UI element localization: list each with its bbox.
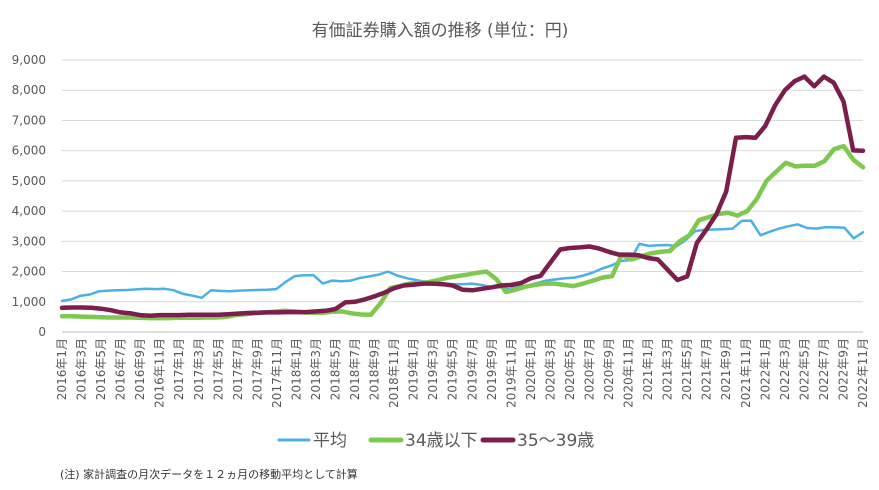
x-tick-label: 2020年5月	[563, 338, 577, 400]
x-tick-label: 2016年7月	[114, 338, 128, 400]
x-tick-label: 2017年11月	[270, 338, 284, 408]
y-tick-label: 3,000	[12, 234, 46, 248]
x-tick-label: 2022年5月	[797, 338, 811, 400]
x-tick-label: 2018年1月	[289, 338, 303, 400]
series-line	[59, 74, 866, 318]
legend-label: 34歳以下	[405, 431, 478, 451]
chart-note: (注) 家計調査の月次データを１２ヵ月の移動平均として計算	[60, 467, 358, 481]
x-tick-label: 2016年9月	[133, 338, 147, 400]
x-tick-label: 2016年11月	[153, 338, 167, 408]
x-tick-label: 2021年3月	[661, 338, 675, 400]
y-tick-label: 4,000	[12, 204, 46, 218]
y-tick-label: 7,000	[12, 113, 46, 127]
y-tick-label: 2,000	[12, 265, 46, 279]
x-tick-label: 2017年9月	[250, 338, 264, 400]
x-tick-label: 2021年1月	[641, 338, 655, 400]
chart-title: 有価証券購入額の推移 (単位：円)	[312, 21, 569, 41]
x-tick-label: 2018年9月	[368, 338, 382, 400]
x-tick-label: 2018年11月	[387, 338, 401, 408]
x-tick-label: 2021年7月	[700, 338, 714, 400]
x-tick-label: 2016年1月	[55, 338, 69, 400]
x-tick-label: 2019年9月	[485, 338, 499, 400]
x-tick-label: 2019年1月	[407, 338, 421, 400]
y-tick-label: 0	[38, 325, 46, 339]
x-tick-label: 2019年3月	[426, 338, 440, 400]
x-tick-label: 2020年1月	[524, 338, 538, 400]
x-tick-label: 2017年5月	[211, 338, 225, 400]
series-line	[59, 143, 866, 321]
legend-label: 平均	[313, 431, 347, 451]
x-tick-label: 2022年7月	[817, 338, 831, 400]
x-tick-label: 2022年11月	[856, 338, 870, 408]
y-tick-label: 6,000	[12, 144, 46, 158]
x-tick-label: 2021年5月	[680, 338, 694, 400]
legend-label: 35～39歳	[517, 431, 594, 451]
x-tick-label: 2018年7月	[348, 338, 362, 400]
x-tick-label: 2020年11月	[622, 338, 636, 408]
x-tick-label: 2022年9月	[836, 338, 850, 400]
x-tick-label: 2019年5月	[446, 338, 460, 400]
x-tick-label: 2019年11月	[504, 338, 518, 408]
x-tick-label: 2020年9月	[602, 338, 616, 400]
x-tick-label: 2016年5月	[94, 338, 108, 400]
x-tick-label: 2018年5月	[329, 338, 343, 400]
x-tick-label: 2017年3月	[192, 338, 206, 400]
y-tick-label: 9,000	[12, 53, 46, 67]
x-tick-label: 2017年7月	[231, 338, 245, 400]
x-tick-label: 2017年1月	[172, 338, 186, 400]
y-tick-label: 8,000	[12, 83, 46, 97]
x-tick-label: 2020年3月	[543, 338, 557, 400]
x-tick-label: 2021年11月	[739, 338, 753, 408]
x-tick-label: 2022年1月	[758, 338, 772, 400]
x-tick-label: 2022年3月	[778, 338, 792, 400]
y-tick-label: 5,000	[12, 174, 46, 188]
y-tick-label: 1,000	[12, 295, 46, 309]
x-tick-label: 2019年7月	[465, 338, 479, 400]
x-tick-label: 2020年7月	[582, 338, 596, 400]
x-tick-label: 2016年3月	[75, 338, 89, 400]
x-tick-label: 2018年3月	[309, 338, 323, 400]
series-line	[60, 219, 865, 303]
x-tick-label: 2021年9月	[719, 338, 733, 400]
